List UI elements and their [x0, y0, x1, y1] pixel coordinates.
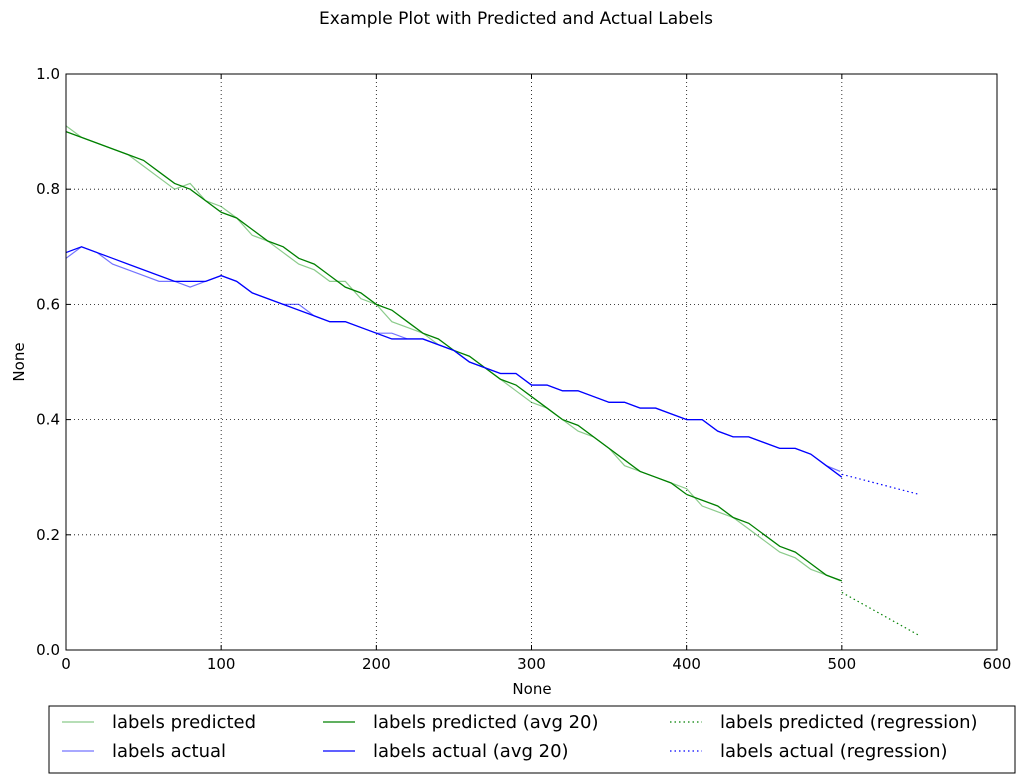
x-tick-label: 100 [207, 655, 236, 673]
grid [66, 74, 997, 650]
y-tick-label: 1.0 [36, 65, 60, 83]
legend-label: labels predicted (regression) [720, 712, 978, 733]
legend: labels predicted labels actual labels pred… [48, 705, 1016, 774]
legend-label: labels actual (regression) [720, 741, 948, 762]
y-axis-label: None [10, 342, 28, 381]
ticks: 0 100 200 300 400 500 600 0.0 0.2 0.4 0.6 0.8 1.0 [36, 65, 1011, 673]
legend-label: labels predicted (avg 20) [373, 712, 599, 733]
legend-label: labels actual (avg 20) [373, 741, 569, 762]
chart-title: Example Plot with Predicted and Actual L… [319, 9, 713, 29]
legend-label: labels predicted [112, 712, 256, 733]
series-layer [65, 125, 920, 637]
series-line-3 [65, 246, 843, 478]
y-tick-label: 0.4 [36, 411, 60, 429]
x-axis-label: None [512, 680, 551, 698]
x-tick-label: 500 [828, 655, 857, 673]
y-tick-label: 0.8 [36, 180, 60, 198]
x-tick-label: 200 [362, 655, 391, 673]
series-line-4 [841, 591, 920, 637]
x-tick-label: 0 [61, 655, 71, 673]
legend-box [48, 705, 1016, 774]
y-tick-label: 0.2 [36, 526, 60, 544]
x-tick-label: 600 [983, 655, 1012, 673]
y-tick-label: 0.0 [36, 641, 60, 659]
x-tick-label: 300 [517, 655, 546, 673]
x-tick-label: 400 [672, 655, 701, 673]
legend-label: labels actual [112, 741, 226, 762]
y-tick-label: 0.6 [36, 295, 60, 313]
